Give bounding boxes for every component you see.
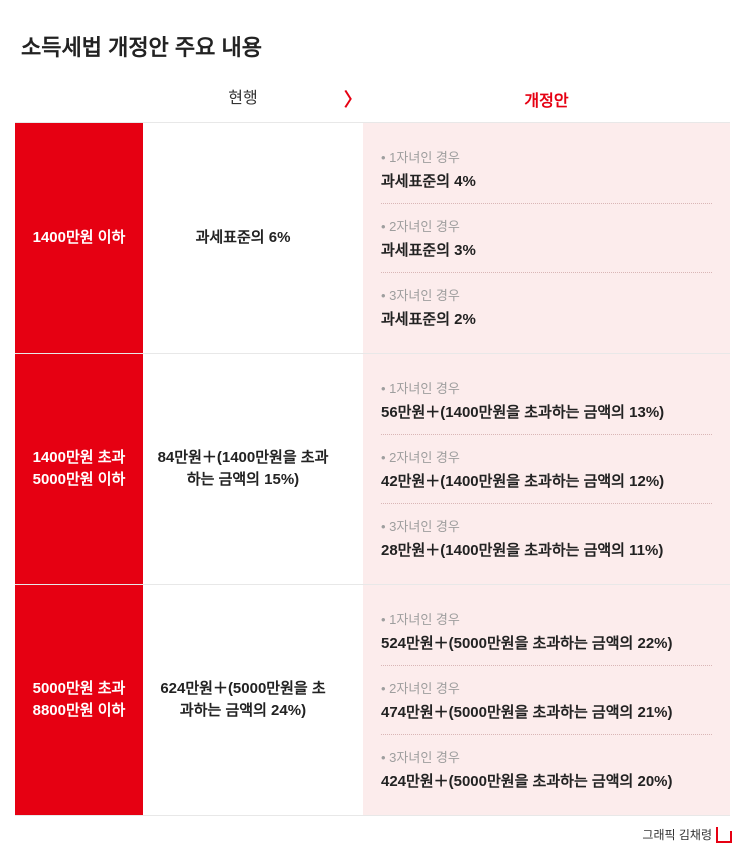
amend-item: 2자녀인 경우 과세표준의 3% [381, 203, 712, 272]
table-row: 1400만원 이하 과세표준의 6% 1자녀인 경우 과세표준의 4% 2자녀인… [15, 123, 730, 354]
amend-item-label: 2자녀인 경우 [381, 447, 712, 466]
header-arrow: 〉 [343, 80, 363, 123]
amend-item-label: 3자녀인 경우 [381, 516, 712, 535]
amend-item: 2자녀인 경우 474만원＋(5000만원을 초과하는 금액의 21%) [381, 665, 712, 734]
amend-item: 1자녀인 경우 56만원＋(1400만원을 초과하는 금액의 13%) [381, 366, 712, 434]
current-cell: 84만원＋(1400만원을 초과하는 금액의 15%) [143, 354, 343, 585]
amend-item-label: 2자녀인 경우 [381, 678, 712, 697]
header-current: 현행 [143, 80, 343, 123]
amend-cell: 1자녀인 경우 56만원＋(1400만원을 초과하는 금액의 13%) 2자녀인… [363, 354, 730, 585]
amend-item: 3자녀인 경우 과세표준의 2% [381, 272, 712, 341]
amend-item: 3자녀인 경우 424만원＋(5000만원을 초과하는 금액의 20%) [381, 734, 712, 803]
amend-item-value: 524만원＋(5000만원을 초과하는 금액의 22%) [381, 632, 712, 653]
arrow-cell [343, 123, 363, 354]
amend-item-label: 1자녀인 경우 [381, 609, 712, 628]
amend-item-value: 56만원＋(1400만원을 초과하는 금액의 13%) [381, 401, 712, 422]
amend-item-label: 3자녀인 경우 [381, 747, 712, 766]
current-cell: 과세표준의 6% [143, 123, 343, 354]
bracket-cell: 5000만원 초과8800만원 이하 [15, 585, 143, 816]
bracket-cell: 1400만원 초과5000만원 이하 [15, 354, 143, 585]
amend-item-value: 과세표준의 4% [381, 170, 712, 191]
amend-item-value: 42만원＋(1400만원을 초과하는 금액의 12%) [381, 470, 712, 491]
page-title: 소득세법 개정안 주요 내용 [15, 30, 730, 62]
arrow-cell [343, 354, 363, 585]
amend-item: 1자녀인 경우 과세표준의 4% [381, 135, 712, 203]
amend-item-value: 과세표준의 3% [381, 239, 712, 260]
credit-text: 그래픽 김채령 [642, 826, 712, 843]
table-header-row: 현행 〉 개정안 [15, 80, 730, 123]
header-amend: 개정안 [363, 80, 730, 123]
amend-item: 3자녀인 경우 28만원＋(1400만원을 초과하는 금액의 11%) [381, 503, 712, 572]
tax-table: 현행 〉 개정안 1400만원 이하 과세표준의 6% 1자녀인 경우 과세표준… [15, 80, 730, 816]
amend-item-value: 424만원＋(5000만원을 초과하는 금액의 20%) [381, 770, 712, 791]
table-row: 5000만원 초과8800만원 이하 624만원＋(5000만원을 초과하는 금… [15, 585, 730, 816]
amend-item-label: 3자녀인 경우 [381, 285, 712, 304]
amend-item-label: 1자녀인 경우 [381, 378, 712, 397]
amend-cell: 1자녀인 경우 과세표준의 4% 2자녀인 경우 과세표준의 3% 3자녀인 경… [363, 123, 730, 354]
amend-item-value: 474만원＋(5000만원을 초과하는 금액의 21%) [381, 701, 712, 722]
table-row: 1400만원 초과5000만원 이하 84만원＋(1400만원을 초과하는 금액… [15, 354, 730, 585]
amend-item: 2자녀인 경우 42만원＋(1400만원을 초과하는 금액의 12%) [381, 434, 712, 503]
amend-item-value: 과세표준의 2% [381, 308, 712, 329]
arrow-cell [343, 585, 363, 816]
amend-cell: 1자녀인 경우 524만원＋(5000만원을 초과하는 금액의 22%) 2자녀… [363, 585, 730, 816]
publisher-logo-icon [716, 827, 730, 843]
bracket-cell: 1400만원 이하 [15, 123, 143, 354]
header-blank [15, 80, 143, 123]
amend-item-label: 1자녀인 경우 [381, 147, 712, 166]
credit-line: 그래픽 김채령 [15, 826, 730, 843]
amend-item-value: 28만원＋(1400만원을 초과하는 금액의 11%) [381, 539, 712, 560]
amend-item: 1자녀인 경우 524만원＋(5000만원을 초과하는 금액의 22%) [381, 597, 712, 665]
amend-item-label: 2자녀인 경우 [381, 216, 712, 235]
current-cell: 624만원＋(5000만원을 초과하는 금액의 24%) [143, 585, 343, 816]
